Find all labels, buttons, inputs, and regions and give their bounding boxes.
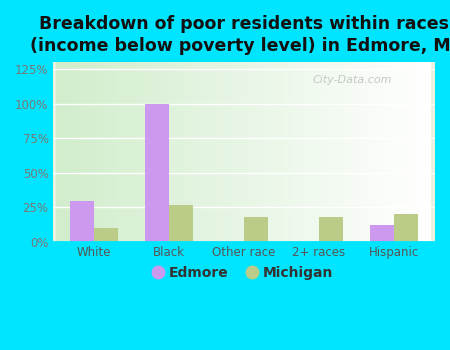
Bar xyxy=(169,205,193,242)
Bar xyxy=(70,201,94,242)
Bar xyxy=(394,214,418,242)
Bar xyxy=(244,217,268,242)
Bar xyxy=(370,225,394,242)
Title: Breakdown of poor residents within races
(income below poverty level) in Edmore,: Breakdown of poor residents within races… xyxy=(30,15,450,55)
Bar xyxy=(145,104,169,242)
Bar xyxy=(94,228,118,242)
Text: City-Data.com: City-Data.com xyxy=(313,75,392,85)
Legend: Edmore, Michigan: Edmore, Michigan xyxy=(149,260,339,285)
Bar xyxy=(319,217,343,242)
